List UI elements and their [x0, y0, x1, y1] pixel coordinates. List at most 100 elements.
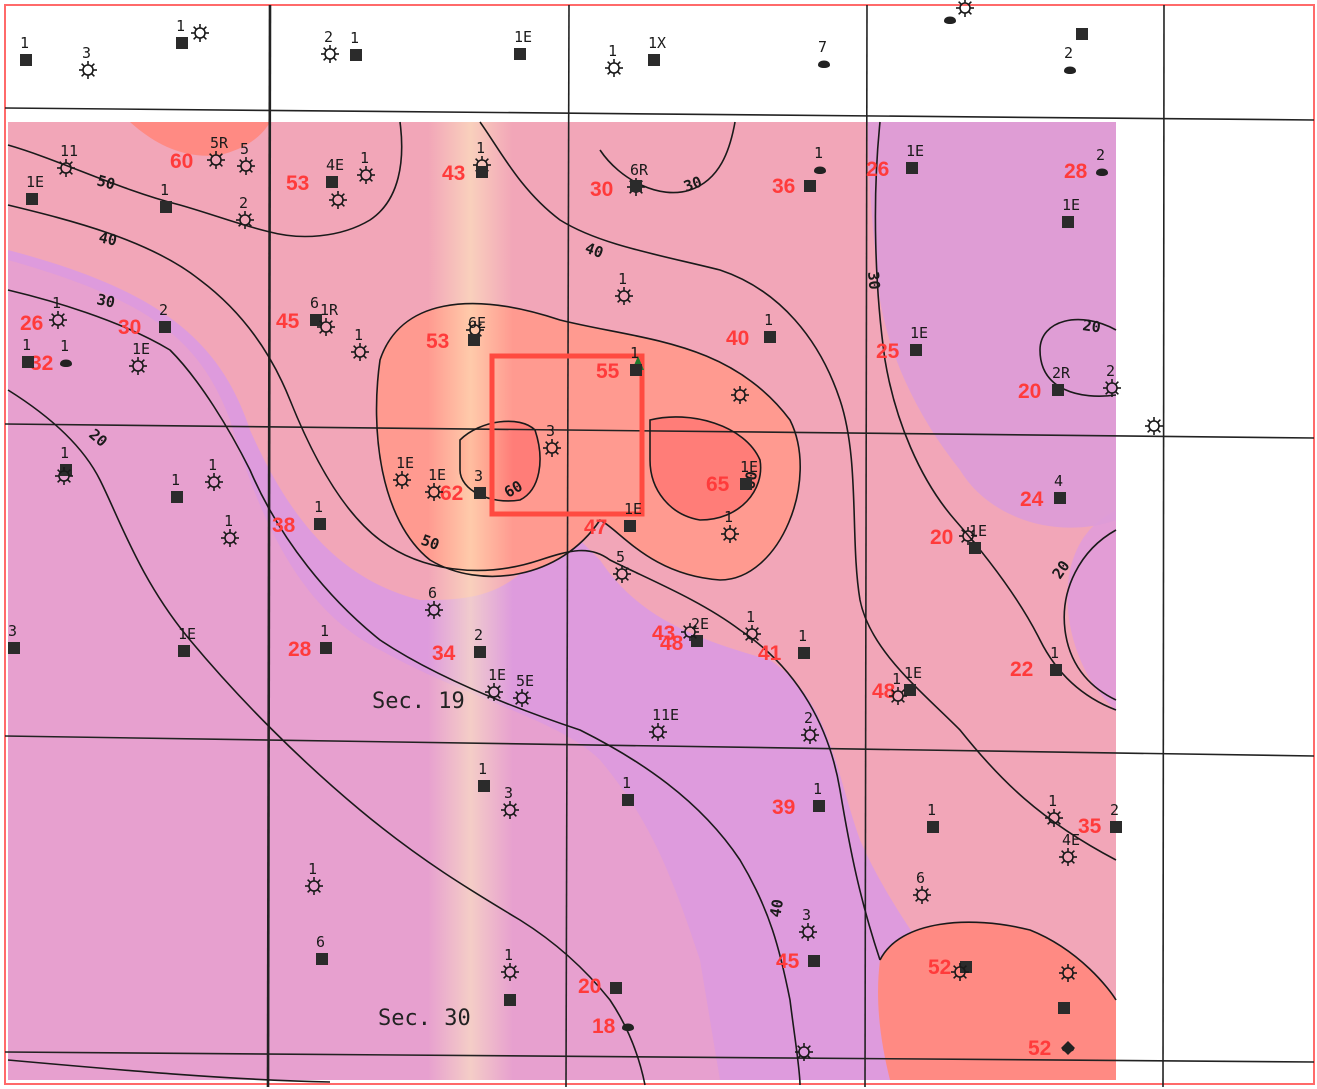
- gas-well-icon: [329, 191, 347, 209]
- well-number-label: 1: [350, 29, 359, 47]
- dry-hole-icon: [474, 487, 486, 499]
- dry-hole-icon: [927, 821, 939, 833]
- gas-well-icon: [207, 151, 225, 169]
- dry-hole-icon: [478, 780, 490, 792]
- well-number-label: 2: [474, 626, 483, 644]
- oil-well-icon: [814, 166, 826, 174]
- well-number-label: 1: [927, 801, 936, 819]
- gas-well-icon: [57, 159, 75, 177]
- well-number-label: 1R: [320, 301, 339, 319]
- well-number-label: 1: [20, 34, 29, 52]
- value-label: 47: [584, 516, 607, 539]
- value-label: 35: [1078, 815, 1102, 838]
- gas-well-icon: [1059, 848, 1077, 866]
- value-label: 52: [1028, 1037, 1051, 1060]
- contour-label: 40: [583, 239, 606, 262]
- gas-well-icon: [1045, 809, 1063, 827]
- well-number-label: 1E: [904, 664, 922, 682]
- value-label: 41: [758, 642, 782, 665]
- dry-hole-icon: [624, 520, 636, 532]
- well-number-label: 6: [916, 869, 925, 887]
- dry-hole-icon: [764, 331, 776, 343]
- dry-hole-icon: [514, 48, 526, 60]
- value-label: 20: [1018, 380, 1041, 403]
- value-label: 25: [876, 340, 900, 363]
- value-label: 38: [272, 514, 296, 537]
- highlight-box[interactable]: [489, 353, 645, 517]
- well-number-label: 1: [618, 270, 627, 288]
- value-label: 45: [776, 950, 800, 973]
- dry-hole-icon: [906, 162, 918, 174]
- well-number-label: 3: [474, 467, 483, 485]
- well-number-label: 1: [60, 444, 69, 462]
- well-number-label: 3: [802, 906, 811, 924]
- gas-well-icon: [543, 439, 561, 457]
- well-number-label: 2: [1064, 44, 1073, 62]
- dry-hole-icon: [630, 364, 642, 376]
- value-label: 28: [288, 638, 312, 661]
- well-number-label: 4E: [326, 156, 344, 174]
- dry-hole-icon: [176, 37, 188, 49]
- value-labels: 60 53 43 30 36 26 28 26 30 45 53 55 40 2…: [20, 150, 1102, 1060]
- dry-hole-icon: [1076, 28, 1088, 40]
- well-number-label: 1: [764, 311, 773, 329]
- gas-well-icon: [795, 1043, 813, 1061]
- well-number-label: 3: [546, 422, 555, 440]
- section-grid: [4, 4, 1315, 1088]
- gas-well-icon: [1059, 964, 1077, 982]
- dry-hole-icon: [691, 635, 703, 647]
- well-number-label: 1: [308, 860, 317, 878]
- gas-well-icon: [351, 343, 369, 361]
- value-label: 53: [426, 330, 449, 353]
- dry-hole-icon: [648, 54, 660, 66]
- dry-hole-icon: [610, 982, 622, 994]
- gas-well-icon: [321, 45, 339, 63]
- well-number-label: 5E: [516, 672, 534, 690]
- dry-hole-icon: [60, 464, 72, 476]
- well-number-label: 1E: [26, 173, 44, 191]
- well-number-label: 1E: [488, 666, 506, 684]
- dry-hole-icon: [1110, 821, 1122, 833]
- value-label: 39: [772, 796, 795, 819]
- value-label: 30: [118, 316, 141, 339]
- map-frame: [4, 4, 1315, 1085]
- value-label: 40: [726, 327, 749, 350]
- gas-well-icon: [501, 963, 519, 981]
- value-label: 45: [276, 310, 300, 333]
- oil-well-icon: [622, 1023, 634, 1031]
- gas-well-icon: [485, 683, 503, 701]
- value-label: 32: [30, 352, 53, 375]
- well-number-label: 1: [52, 294, 61, 312]
- dry-hole-icon: [468, 334, 480, 346]
- value-label: 28: [1064, 160, 1088, 183]
- gas-well-icon: [615, 287, 633, 305]
- contour-label: 30: [864, 271, 884, 291]
- dry-hole-icon: [474, 646, 486, 658]
- gas-well-icon: [649, 723, 667, 741]
- dry-hole-icon: [1054, 492, 1066, 504]
- value-label: 43: [442, 162, 465, 185]
- well-number-label: 1: [160, 181, 169, 199]
- well-number-label: 1: [724, 508, 733, 526]
- dry-hole-icon: [1058, 1002, 1070, 1014]
- gas-well-icon: [237, 157, 255, 175]
- well-number-label: 6: [428, 584, 437, 602]
- gas-well-icon: [425, 601, 443, 619]
- well-number-label: 5: [616, 548, 625, 566]
- gas-well-icon: [743, 625, 761, 643]
- well-number-label: 2: [324, 28, 333, 46]
- gas-well-icon: [55, 467, 73, 485]
- well-number-label: 1E: [178, 625, 196, 643]
- well-number-label: 6R: [630, 161, 649, 179]
- well-number-label: 1: [478, 760, 487, 778]
- gas-well-icon: [681, 623, 699, 641]
- oil-well-icon: [944, 16, 956, 24]
- well-number-label: 5R: [210, 134, 229, 152]
- contour-label: 30: [95, 290, 116, 311]
- dry-hole-icon: [160, 201, 172, 213]
- gas-well-icon: [236, 211, 254, 229]
- well-number-label: 1: [22, 336, 31, 354]
- well-number-label: 1: [476, 139, 485, 157]
- well-number-label: 11E: [652, 706, 679, 724]
